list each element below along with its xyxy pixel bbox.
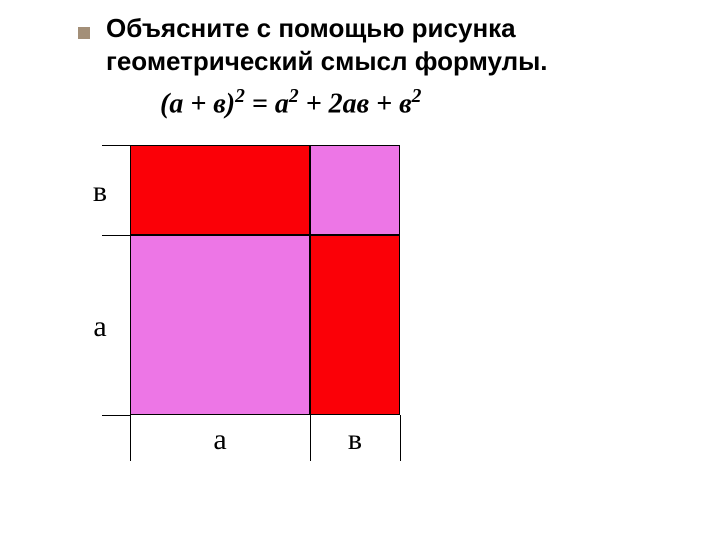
formula-exp2: 2 [289, 86, 299, 107]
cell-ab-right [310, 235, 400, 415]
tick-bot-right [400, 415, 401, 461]
bullet-square [78, 27, 90, 39]
y-label-b: в [85, 175, 115, 209]
title-line-1: Объясните с помощью рисунка [106, 12, 666, 45]
tick-bot-mid [310, 415, 311, 461]
formula-exp1: 2 [235, 86, 245, 107]
formula-p1: (а + в) [160, 88, 235, 119]
title-line-2: геометрический смысл формулы. [106, 45, 666, 78]
tick-bot-left [130, 415, 131, 461]
cell-ab-top [130, 145, 310, 235]
tick-left-top [102, 145, 130, 146]
x-label-a: а [205, 423, 235, 457]
formula-p2: = а [245, 88, 289, 119]
tick-left-bot [102, 415, 130, 416]
cell-a2 [130, 235, 310, 415]
diagram: в а а в [70, 135, 430, 515]
formula-exp3: 2 [412, 86, 422, 107]
formula: (а + в)2 = а2 + 2ав + в2 [160, 86, 421, 120]
title-block: Объясните с помощью рисунка геометрическ… [106, 12, 666, 77]
cell-b2 [310, 145, 400, 235]
page-root: Объясните с помощью рисунка геометрическ… [0, 0, 720, 540]
x-label-b: в [340, 423, 370, 457]
y-label-a: а [85, 310, 115, 344]
tick-left-mid [102, 235, 130, 236]
formula-p3: + 2ав + в [299, 88, 412, 119]
square-container [130, 145, 400, 415]
